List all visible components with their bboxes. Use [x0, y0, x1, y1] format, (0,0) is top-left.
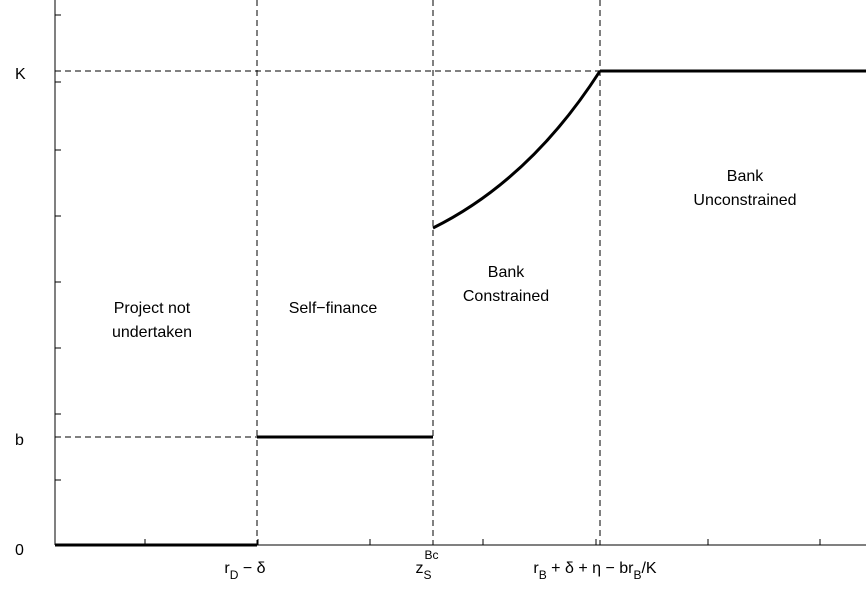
y-label: b	[15, 432, 24, 449]
x-label-part: B	[539, 568, 547, 582]
y-label: 0	[15, 542, 24, 559]
x-label-part: r	[533, 560, 539, 577]
y-label: K	[15, 66, 26, 83]
region-label: Project not	[114, 300, 191, 317]
x-label-part: B	[633, 568, 641, 582]
region-label: Constrained	[463, 288, 549, 305]
x-label-part: z	[415, 560, 423, 577]
x-label-part: S	[423, 568, 431, 582]
curve	[432, 70, 602, 230]
region-label: Self−finance	[289, 300, 378, 317]
x-label: zS Bc	[415, 548, 438, 582]
region-label: undertaken	[112, 324, 192, 341]
x-label-part: /K	[641, 560, 656, 577]
y-ticks	[55, 14, 61, 481]
x-label-part: r	[224, 560, 230, 577]
x-label: rD − δ	[224, 560, 265, 582]
region-label: Bank	[727, 168, 764, 185]
x-label: rB + δ + η − brB/K	[533, 560, 657, 582]
x-label-part: + δ + η − br	[547, 560, 634, 577]
x-label-part: D	[230, 568, 239, 582]
x-label-part: − δ	[238, 560, 265, 577]
region-label: Unconstrained	[693, 192, 796, 209]
x-label-part: Bc	[425, 548, 439, 562]
region-label: Bank	[488, 264, 525, 281]
